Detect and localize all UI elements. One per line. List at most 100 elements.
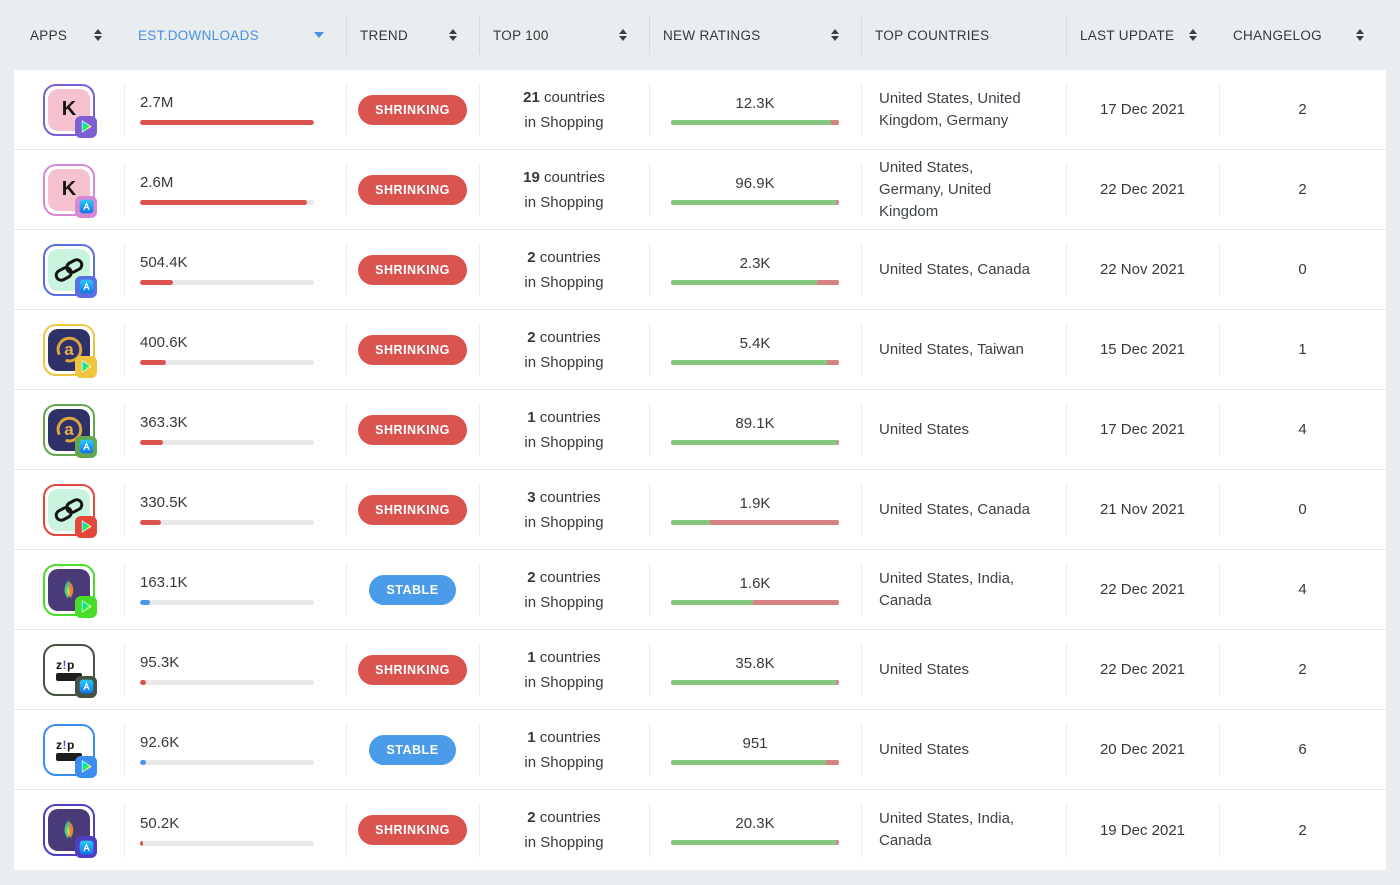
app-icon[interactable]: [43, 804, 97, 858]
column-header-trend[interactable]: TREND: [346, 0, 479, 70]
top-100-category: in Shopping: [524, 593, 604, 611]
app-icon[interactable]: a: [43, 403, 97, 458]
changelog-cell: 2: [1219, 790, 1386, 870]
changelog-count: 0: [1298, 501, 1307, 518]
ratings-value: 951: [742, 734, 768, 752]
column-header-label: TOP 100: [493, 27, 549, 43]
column-header-label: LAST UPDATE: [1080, 27, 1175, 43]
ratings-value: 2.3K: [739, 254, 771, 272]
trend-cell: SHRINKING: [346, 790, 479, 870]
column-header-est-downloads[interactable]: EST.DOWNLOADS: [124, 0, 346, 70]
column-header-last-update[interactable]: LAST UPDATE: [1066, 0, 1219, 70]
top-countries-cell: United States, Canada: [861, 470, 1066, 549]
downloads-cell: 2.7M: [124, 70, 346, 149]
app-icon[interactable]: K: [43, 83, 97, 138]
top-100-countries: 1 countries: [527, 648, 601, 666]
column-header-label: NEW RATINGS: [663, 27, 761, 43]
trend-badge[interactable]: SHRINKING: [358, 494, 467, 525]
top-100-countries: 2 countries: [527, 248, 601, 266]
table-row[interactable]: a 400.6K SHRINKING 2 countries in Shoppi…: [14, 310, 1386, 390]
table-row[interactable]: 330.5K SHRINKING 3 countries in Shopping…: [14, 470, 1386, 550]
trend-badge[interactable]: STABLE: [369, 734, 456, 765]
top-100-cell: 2 countries in Shopping: [479, 790, 649, 870]
app-icon[interactable]: [43, 243, 97, 298]
top-100-cell: 1 countries in Shopping: [479, 390, 649, 469]
top-100-countries: 3 countries: [527, 488, 601, 506]
column-header-top-100[interactable]: TOP 100: [479, 0, 649, 70]
app-icon[interactable]: [43, 483, 97, 538]
table-row[interactable]: 50.2K SHRINKING 2 countries in Shopping …: [14, 790, 1386, 870]
ratings-bar: [671, 279, 839, 285]
changelog-cell: 4: [1219, 390, 1386, 469]
table-row[interactable]: K 2.6M SHRINKING 19 countries in Shoppin…: [14, 150, 1386, 230]
table-header: APPS EST.DOWNLOADS TREND TOP 100 NEW RAT…: [14, 0, 1386, 70]
last-update-date: 22 Dec 2021: [1099, 581, 1186, 598]
apps-table: K 2.7M SHRINKING 2 1 countries in Shoppin…: [14, 70, 1386, 870]
top-countries-text: United States: [879, 740, 970, 758]
top-100-countries: 2 countries: [527, 328, 601, 346]
table-row[interactable]: 163.1K STABLE 2 countries in Shopping 1.…: [14, 550, 1386, 630]
top-100-countries: 1 countries: [527, 408, 601, 426]
app-store-badge-icon: [75, 836, 97, 858]
table-row[interactable]: z!p 95.3K SHRINKING 1 countries in Shopp…: [14, 630, 1386, 710]
app-icon[interactable]: z!p: [43, 723, 97, 778]
amazon-a-icon: a: [48, 408, 90, 451]
sort-icon[interactable]: [1189, 29, 1197, 41]
changelog-cell: 6: [1219, 710, 1386, 789]
app-icon[interactable]: [43, 563, 97, 618]
downloads-bar: [140, 280, 314, 285]
top-countries-text: United States, Canada: [879, 500, 1030, 518]
downloads-value: 504.4K: [140, 254, 188, 271]
top-100-category: in Shopping: [524, 513, 604, 531]
top-countries-text: United States, India, Canada: [879, 569, 1015, 609]
trend-badge[interactable]: SHRINKING: [358, 414, 467, 445]
table-row[interactable]: K 2.7M SHRINKING 21 countries in Shoppin…: [14, 70, 1386, 150]
changelog-cell: 2: [1219, 150, 1386, 229]
top-countries-text: United States: [879, 420, 970, 438]
top-countries-cell: United States: [861, 390, 1066, 469]
last-update-date: 21 Nov 2021: [1099, 501, 1186, 518]
column-header-apps[interactable]: APPS: [14, 0, 124, 70]
app-icon[interactable]: K: [43, 163, 97, 218]
trend-badge[interactable]: SHRINKING: [358, 654, 467, 685]
app-icon[interactable]: a: [43, 323, 97, 378]
table-row[interactable]: z!p 92.6K STABLE 1 countries in Shopping…: [14, 710, 1386, 790]
column-header-changelog[interactable]: CHANGELOG: [1219, 0, 1386, 70]
downloads-cell: 50.2K: [124, 790, 346, 870]
trend-badge[interactable]: SHRINKING: [358, 94, 467, 125]
new-ratings-cell: 20.3K: [649, 790, 861, 870]
column-header-new-ratings[interactable]: NEW RATINGS: [649, 0, 861, 70]
trend-badge[interactable]: SHRINKING: [358, 815, 467, 845]
k-letter-icon: K: [48, 168, 90, 211]
downloads-bar: [140, 360, 314, 365]
trend-cell: STABLE: [346, 710, 479, 789]
changelog-cell: 0: [1219, 230, 1386, 309]
sort-icon[interactable]: [1356, 29, 1364, 41]
top-100-countries: 1 countries: [527, 728, 601, 746]
downloads-value: 363.3K: [140, 414, 188, 431]
trend-badge[interactable]: STABLE: [369, 574, 456, 605]
trend-badge[interactable]: SHRINKING: [358, 334, 467, 365]
sort-desc-icon[interactable]: [314, 32, 324, 38]
trend-badge[interactable]: SHRINKING: [358, 174, 467, 205]
table-row[interactable]: a 363.3K SHRINKING 1 countries in Shoppi…: [14, 390, 1386, 470]
table-row[interactable]: 504.4K SHRINKING 2 countries in Shopping…: [14, 230, 1386, 310]
app-icon[interactable]: z!p: [43, 643, 97, 698]
column-header-label: CHANGELOG: [1233, 27, 1322, 43]
sort-icon[interactable]: [831, 29, 839, 41]
last-update-cell: 19 Dec 2021: [1066, 790, 1219, 870]
downloads-value: 2.6M: [140, 174, 174, 191]
sort-icon[interactable]: [449, 29, 457, 41]
downloads-bar: [140, 120, 314, 125]
column-header-label: APPS: [30, 27, 68, 43]
sort-icon[interactable]: [619, 29, 627, 41]
ratings-bar: [671, 359, 839, 365]
downloads-bar: [140, 440, 314, 445]
sort-icon[interactable]: [94, 29, 102, 41]
top-countries-text: United States, Taiwan: [879, 340, 1024, 358]
changelog-count: 2: [1298, 821, 1307, 839]
downloads-cell: 330.5K: [124, 470, 346, 549]
ratings-bar: [671, 679, 839, 685]
top-countries-cell: United States, United Kingdom, Germany: [861, 70, 1066, 149]
trend-badge[interactable]: SHRINKING: [358, 254, 467, 285]
